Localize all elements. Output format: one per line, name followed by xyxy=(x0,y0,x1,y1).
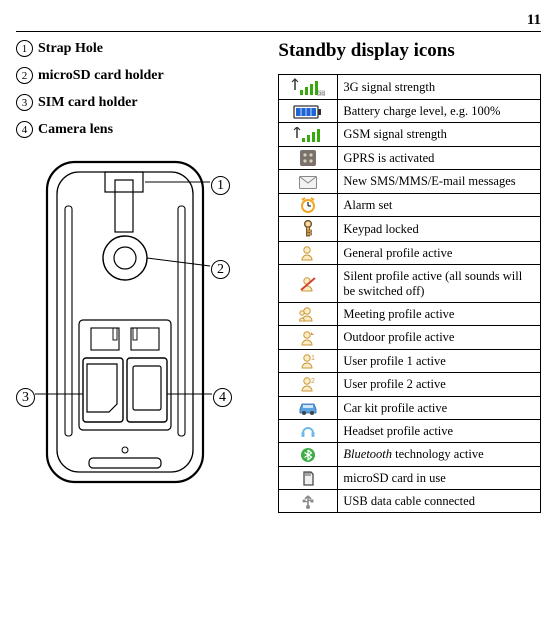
part-label: Camera lens xyxy=(38,122,113,138)
user2-icon: 2 xyxy=(279,373,338,396)
table-row: 1 User profile 1 active xyxy=(279,349,541,372)
icon-description: Headset profile active xyxy=(338,419,541,442)
icon-description: Meeting profile active xyxy=(338,303,541,326)
silent-icon xyxy=(279,265,338,303)
icon-description: User profile 2 active xyxy=(338,373,541,396)
general-icon xyxy=(279,241,338,264)
table-row: Battery charge level, e.g. 100% xyxy=(279,100,541,123)
phone-diagram: 1 2 3 4 xyxy=(16,158,234,516)
meeting-icon xyxy=(279,303,338,326)
gprs-icon xyxy=(279,146,338,169)
table-row: Outdoor profile active xyxy=(279,326,541,349)
table-row: 3G 3G signal strength xyxy=(279,75,541,100)
table-row: microSD card in use xyxy=(279,466,541,489)
icon-description: Silent profile active (all sounds will b… xyxy=(338,265,541,303)
icon-description: Battery charge level, e.g. 100% xyxy=(338,100,541,123)
icon-description: microSD card in use xyxy=(338,466,541,489)
svg-text:1: 1 xyxy=(311,355,315,362)
user1-icon: 1 xyxy=(279,349,338,372)
icon-description: Outdoor profile active xyxy=(338,326,541,349)
icon-description: Keypad locked xyxy=(338,216,541,241)
part-number: 4 xyxy=(16,121,33,138)
diagram-callout: 3 xyxy=(16,388,35,407)
alarm-icon xyxy=(279,193,338,216)
table-row: Keypad locked xyxy=(279,216,541,241)
part-label: microSD card holder xyxy=(38,68,164,84)
part-label: Strap Hole xyxy=(38,41,103,57)
table-row: GPRS is activated xyxy=(279,146,541,169)
outdoor-icon xyxy=(279,326,338,349)
icon-description: Alarm set xyxy=(338,193,541,216)
part-number: 2 xyxy=(16,67,33,84)
table-row: Bluetooth technology active xyxy=(279,443,541,466)
table-row: Alarm set xyxy=(279,193,541,216)
icon-description: 3G signal strength xyxy=(338,75,541,100)
gsm-icon xyxy=(279,123,338,146)
battery-icon xyxy=(279,100,338,123)
table-row: Silent profile active (all sounds will b… xyxy=(279,265,541,303)
part-item: 3 SIM card holder xyxy=(16,94,258,111)
part-item: 2 microSD card holder xyxy=(16,67,258,84)
part-label: SIM card holder xyxy=(38,95,138,111)
part-number: 3 xyxy=(16,94,33,111)
icon-table: 3G 3G signal strength Battery charge lev… xyxy=(278,74,541,513)
table-row: 2 User profile 2 active xyxy=(279,373,541,396)
diagram-callout: 2 xyxy=(211,260,230,279)
carkit-icon xyxy=(279,396,338,419)
keypad-icon xyxy=(279,216,338,241)
icon-description: General profile active xyxy=(338,241,541,264)
bluetooth-icon xyxy=(279,443,338,466)
table-row: GSM signal strength xyxy=(279,123,541,146)
icon-description: GPRS is activated xyxy=(338,146,541,169)
icon-description: New SMS/MMS/E-mail messages xyxy=(338,170,541,193)
part-item: 1 Strap Hole xyxy=(16,40,258,57)
icon-description: USB data cable connected xyxy=(338,490,541,513)
table-row: USB data cable connected xyxy=(279,490,541,513)
table-row: New SMS/MMS/E-mail messages xyxy=(279,170,541,193)
headset-icon xyxy=(279,419,338,442)
icon-description: User profile 1 active xyxy=(338,349,541,372)
icon-description: Car kit profile active xyxy=(338,396,541,419)
icon-description: GSM signal strength xyxy=(338,123,541,146)
table-row: Meeting profile active xyxy=(279,303,541,326)
svg-text:3G: 3G xyxy=(319,91,325,96)
diagram-callout: 1 xyxy=(211,176,230,195)
parts-list: 1 Strap Hole 2 microSD card holder 3 SIM card… xyxy=(16,40,258,138)
icon-description: Bluetooth technology active xyxy=(338,443,541,466)
diagram-callout: 4 xyxy=(213,388,232,407)
svg-text:2: 2 xyxy=(311,378,315,385)
table-row: General profile active xyxy=(279,241,541,264)
part-item: 4 Camera lens xyxy=(16,121,258,138)
table-row: Headset profile active xyxy=(279,419,541,442)
microsd-icon xyxy=(279,466,338,489)
section-title: Standby display icons xyxy=(278,40,541,62)
table-row: Car kit profile active xyxy=(279,396,541,419)
usb-icon xyxy=(279,490,338,513)
page-number: 11 xyxy=(16,12,541,32)
sms-icon xyxy=(279,170,338,193)
3g-icon: 3G xyxy=(279,75,338,100)
part-number: 1 xyxy=(16,40,33,57)
